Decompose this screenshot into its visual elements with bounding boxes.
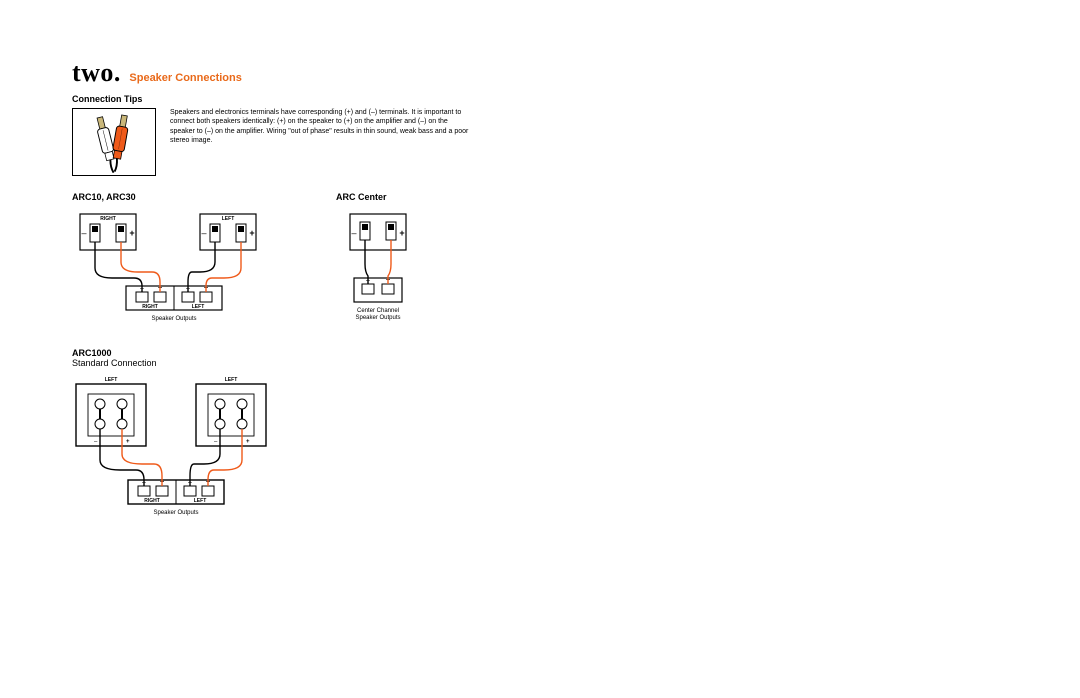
arc1000-heading-2: Standard Connection bbox=[72, 358, 592, 368]
svg-text:Speaker Outputs: Speaker Outputs bbox=[153, 510, 198, 516]
arc10-arc30-heading: ARC10, ARC30 bbox=[72, 192, 272, 202]
svg-text:RIGHT: RIGHT bbox=[142, 304, 158, 310]
svg-text:–: – bbox=[351, 228, 356, 238]
banana-plug-illustration bbox=[72, 108, 156, 176]
label: RIGHT bbox=[100, 216, 116, 222]
tips-paragraph: Speakers and electronics terminals have … bbox=[170, 108, 470, 176]
arc-center-diagram: ARC Center – + – + Center Channel bbox=[336, 192, 426, 326]
svg-text:RIGHT: RIGHT bbox=[144, 498, 160, 504]
svg-text:–: – bbox=[81, 228, 86, 238]
svg-text:+: + bbox=[126, 439, 130, 445]
svg-text:Speaker Outputs: Speaker Outputs bbox=[355, 315, 400, 321]
svg-text:LEFT: LEFT bbox=[222, 216, 235, 222]
svg-text:Center Channel: Center Channel bbox=[357, 308, 399, 314]
diagram-row-1: ARC10, ARC30 RIGHT – + LEFT bbox=[72, 192, 592, 326]
svg-text:+: + bbox=[249, 228, 254, 238]
section-heading: Speaker Connections bbox=[129, 72, 241, 84]
svg-text:LEFT: LEFT bbox=[105, 377, 118, 383]
caption: Speaker Outputs bbox=[151, 316, 196, 322]
arc1000-diagram: ARC1000 Standard Connection LEFT – + bbox=[72, 348, 592, 522]
svg-text:+: + bbox=[129, 228, 134, 238]
banana-plug-icon bbox=[77, 113, 153, 173]
svg-text:–: – bbox=[201, 228, 206, 238]
connection-tips-heading: Connection Tips bbox=[72, 94, 592, 104]
svg-text:LEFT: LEFT bbox=[192, 304, 205, 310]
arc-center-svg: – + – + Center Channel Speaker Outputs bbox=[336, 206, 426, 326]
page-content: two. Speaker Connections Connection Tips bbox=[72, 58, 592, 522]
section-number: two. bbox=[72, 58, 121, 87]
arc1000-svg: LEFT – + LEFT bbox=[72, 372, 282, 522]
section-title: two. Speaker Connections bbox=[72, 58, 592, 88]
arc1000-heading-1: ARC1000 bbox=[72, 348, 592, 358]
svg-text:+: + bbox=[399, 228, 404, 238]
arc-center-heading: ARC Center bbox=[336, 192, 426, 202]
svg-text:+: + bbox=[246, 439, 250, 445]
tips-row: Speakers and electronics terminals have … bbox=[72, 108, 592, 176]
svg-text:LEFT: LEFT bbox=[225, 377, 238, 383]
arc10-arc30-svg: RIGHT – + LEFT – bbox=[72, 206, 272, 326]
arc10-arc30-diagram: ARC10, ARC30 RIGHT – + LEFT bbox=[72, 192, 272, 326]
svg-text:LEFT: LEFT bbox=[194, 498, 207, 504]
